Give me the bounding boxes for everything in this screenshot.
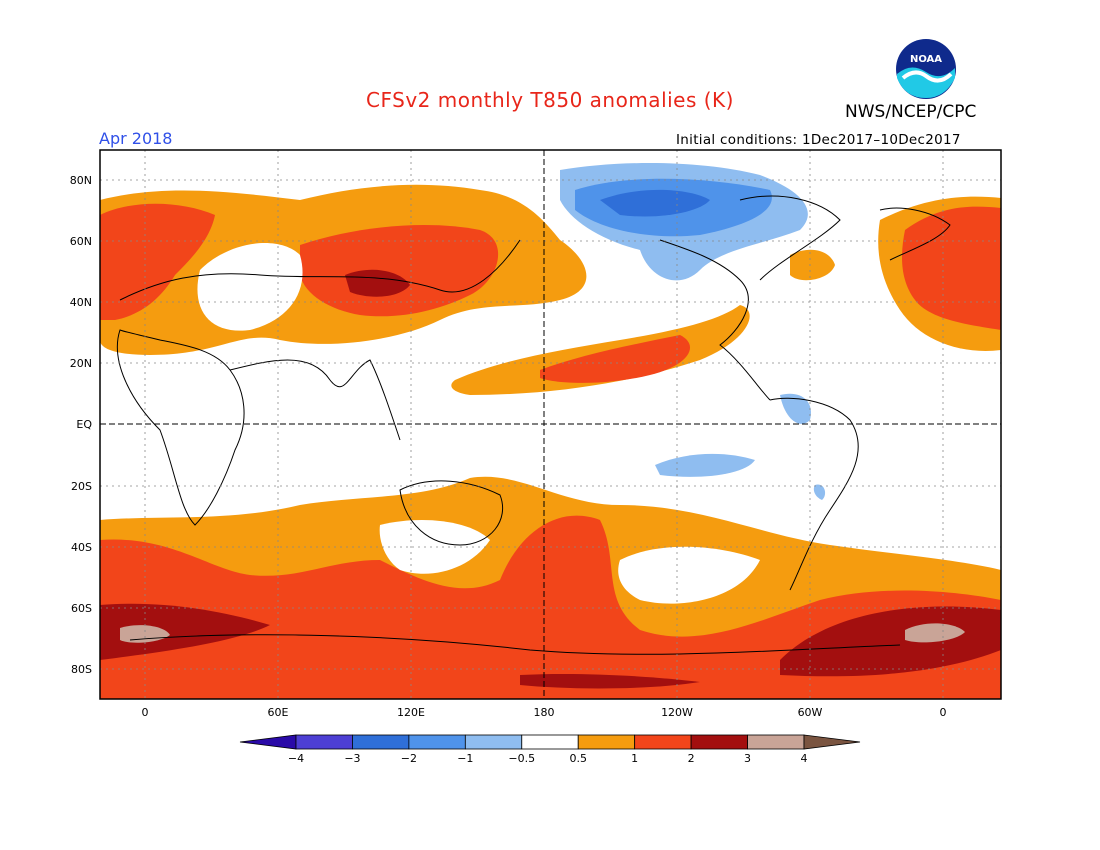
noaa-logo: NOAA xyxy=(896,39,956,99)
lat-label: 60S xyxy=(71,602,92,615)
colorbar-label: −0.5 xyxy=(508,752,535,765)
equator-dateline xyxy=(100,150,1001,699)
lon-label: 60E xyxy=(268,706,289,719)
lon-label: 0 xyxy=(940,706,947,719)
latitude-labels: 80N 60N 40N 20N EQ 20S 40S 60S 80S xyxy=(70,174,93,676)
agency-label: NWS/NCEP/CPC xyxy=(845,102,977,122)
graticule xyxy=(100,150,1001,699)
coastlines xyxy=(116,195,951,655)
forecast-month: Apr 2018 xyxy=(99,129,173,148)
colorbar-label: 4 xyxy=(801,752,808,765)
colorbar-segment xyxy=(352,734,410,750)
longitude-labels: 0 60E 120E 180 120W 60W 0 xyxy=(142,706,947,719)
colorbar-segment xyxy=(295,734,353,750)
lat-label: 60N xyxy=(70,235,92,248)
lat-label: 20S xyxy=(71,480,92,493)
lat-label: 80S xyxy=(71,663,92,676)
colorbar-max-arrow xyxy=(803,734,861,750)
colorbar: −4 −3 −2 −1 −0.5 0.5 1 2 3 4 xyxy=(239,734,861,765)
colorbar-segment xyxy=(747,734,805,750)
lon-label: 0 xyxy=(142,706,149,719)
logo-text: NOAA xyxy=(910,54,942,65)
colorbar-label: −3 xyxy=(344,752,360,765)
colorbar-label: 3 xyxy=(744,752,751,765)
lat-label: 40N xyxy=(70,296,92,309)
lon-label: 120W xyxy=(661,706,693,719)
lon-label: 180 xyxy=(534,706,555,719)
map-title: CFSv2 monthly T850 anomalies (K) xyxy=(366,88,734,112)
colorbar-label: −2 xyxy=(401,752,417,765)
colorbar-segment xyxy=(634,734,692,750)
colorbar-segment xyxy=(464,734,523,750)
colorbar-segment xyxy=(521,734,579,750)
colorbar-min-arrow xyxy=(239,734,297,750)
lat-label: EQ xyxy=(76,418,92,431)
map-frame xyxy=(99,149,1002,700)
colorbar-segment xyxy=(408,734,466,750)
lat-label: 20N xyxy=(70,357,92,370)
colorbar-segment xyxy=(577,734,636,750)
colorbar-label: −1 xyxy=(457,752,473,765)
colorbar-label: 1 xyxy=(631,752,638,765)
colorbar-label: 0.5 xyxy=(569,752,587,765)
colorbar-label: −4 xyxy=(288,752,304,765)
colorbar-label: 2 xyxy=(688,752,695,765)
colorbar-segment xyxy=(690,734,748,750)
lon-label: 120E xyxy=(397,706,425,719)
lon-label: 60W xyxy=(798,706,823,719)
lat-label: 40S xyxy=(71,541,92,554)
lat-label: 80N xyxy=(70,174,92,187)
initial-conditions: Initial conditions: 1Dec2017–10Dec2017 xyxy=(676,132,961,148)
